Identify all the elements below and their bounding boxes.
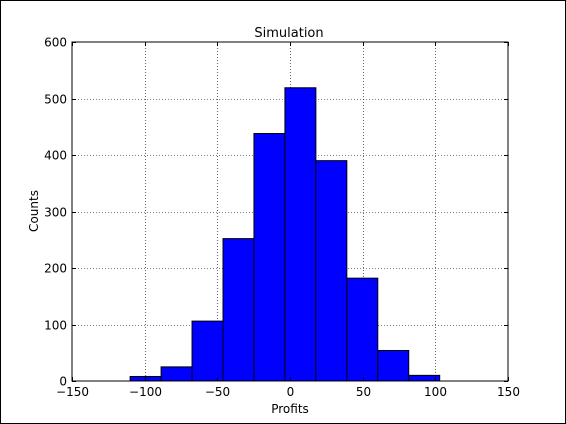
histogram-bar	[377, 349, 410, 382]
x-tick-label: −50	[205, 385, 230, 399]
y-tick-label: 500	[44, 93, 67, 107]
y-tick-label: 100	[44, 319, 67, 333]
x-tick-label: 0	[287, 385, 295, 399]
histogram-bar	[160, 366, 193, 382]
x-tick-label: −100	[129, 385, 162, 399]
x-tick-label: 100	[424, 385, 447, 399]
histogram-bar	[191, 320, 224, 382]
y-axis-label: Counts	[27, 190, 41, 232]
histogram-bar	[284, 87, 317, 382]
x-tick-label: 50	[356, 385, 371, 399]
x-axis-ticks: −150 −100 −50 0 50 100 150	[56, 42, 520, 399]
histogram-bar	[346, 277, 379, 382]
y-tick-label: 400	[44, 149, 67, 163]
y-tick-label: 0	[59, 375, 67, 389]
chart-title: Simulation	[254, 26, 323, 41]
histogram-bar	[315, 160, 348, 382]
y-axis-ticks: 0 100 200 300 400 500 600	[44, 36, 508, 389]
y-tick-label: 600	[44, 36, 67, 50]
y-tick-label: 200	[44, 262, 67, 276]
histogram-bar	[222, 238, 255, 382]
histogram-bars	[129, 87, 441, 382]
histogram-bar	[253, 133, 286, 382]
x-tick-label: −150	[56, 385, 89, 399]
x-axis-label: Profits	[271, 402, 309, 416]
x-tick-label: 150	[497, 385, 520, 399]
y-tick-label: 300	[44, 206, 67, 220]
